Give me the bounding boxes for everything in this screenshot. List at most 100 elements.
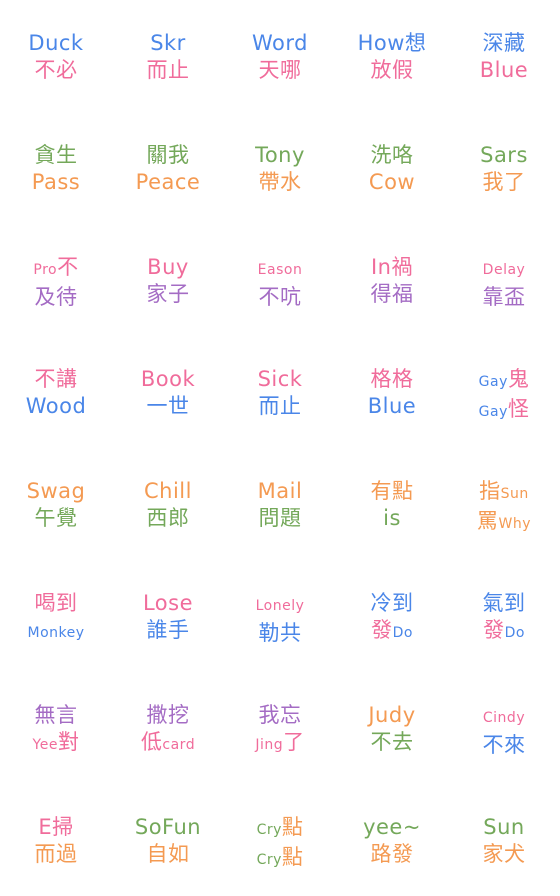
sticker-cell[interactable]: 深藏 Blue bbox=[448, 0, 560, 112]
sticker-cell[interactable]: Sun 家犬 bbox=[448, 784, 560, 896]
sticker-text: 及待 bbox=[34, 285, 78, 309]
sticker-text: SoFun bbox=[134, 815, 202, 839]
sticker-text: Sars bbox=[480, 143, 528, 167]
sticker-bottom-line: 帶水 bbox=[259, 169, 302, 196]
sticker-cell[interactable]: 關我 Peace bbox=[112, 112, 224, 224]
sticker-cell[interactable]: Sick 而止 bbox=[224, 336, 336, 448]
sticker-cell[interactable]: Eason 不吭 bbox=[224, 224, 336, 336]
sticker-bottom-line: Wood bbox=[26, 393, 87, 420]
sticker-text: 不必 bbox=[34, 58, 78, 82]
sticker-bottom-line: 家子 bbox=[147, 281, 190, 308]
sticker-cell[interactable]: E掃 而過 bbox=[0, 784, 112, 896]
sticker-top-line: 不講 bbox=[35, 366, 78, 393]
sticker-top-line: Cry點 bbox=[257, 814, 304, 844]
sticker-cell[interactable]: Cry點 Cry點 bbox=[224, 784, 336, 896]
sticker-bottom-line: 靠盃 bbox=[483, 284, 526, 311]
sticker-cell[interactable]: Sars 我了 bbox=[448, 112, 560, 224]
sticker-cell[interactable]: Buy 家子 bbox=[112, 224, 224, 336]
sticker-top-line: Cindy bbox=[483, 702, 525, 732]
sticker-cell[interactable]: Delay 靠盃 bbox=[448, 224, 560, 336]
sticker-text: 冷到 bbox=[370, 591, 414, 615]
sticker-bottom-line: 罵Why bbox=[477, 508, 531, 538]
sticker-text: 罵 bbox=[476, 509, 499, 533]
sticker-cell[interactable]: SoFun 自如 bbox=[112, 784, 224, 896]
sticker-text: Cry bbox=[256, 852, 282, 868]
sticker-top-line: Pro不 bbox=[33, 254, 78, 284]
sticker-text: 低 bbox=[140, 730, 163, 754]
sticker-cell[interactable]: Lonely 勒共 bbox=[224, 560, 336, 672]
sticker-text: Word bbox=[252, 31, 308, 55]
sticker-text: 而止 bbox=[258, 394, 302, 418]
sticker-text: Chill bbox=[144, 479, 192, 503]
sticker-cell[interactable]: Skr 而止 bbox=[112, 0, 224, 112]
sticker-text: Delay bbox=[482, 262, 526, 278]
sticker-text: Cow bbox=[368, 170, 416, 194]
sticker-cell[interactable]: Lose 誰手 bbox=[112, 560, 224, 672]
sticker-top-line: Duck bbox=[28, 30, 83, 57]
sticker-cell[interactable]: 喝到 Monkey bbox=[0, 560, 112, 672]
sticker-top-line: Chill bbox=[144, 478, 192, 505]
sticker-top-line: Eason bbox=[258, 254, 303, 284]
sticker-text: Gay bbox=[478, 374, 508, 390]
sticker-bottom-line: Pass bbox=[32, 169, 80, 196]
sticker-cell[interactable]: Book 一世 bbox=[112, 336, 224, 448]
sticker-cell[interactable]: 無言 Yee對 bbox=[0, 672, 112, 784]
sticker-bottom-line: Yee對 bbox=[33, 729, 80, 759]
sticker-cell[interactable]: Pro不 及待 bbox=[0, 224, 112, 336]
sticker-text: 一世 bbox=[146, 394, 190, 418]
sticker-cell[interactable]: Cindy 不來 bbox=[448, 672, 560, 784]
sticker-cell[interactable]: 貪生 Pass bbox=[0, 112, 112, 224]
sticker-text: 天哪 bbox=[258, 58, 302, 82]
sticker-cell[interactable]: Judy 不去 bbox=[336, 672, 448, 784]
sticker-text: 家犬 bbox=[482, 842, 526, 866]
sticker-bottom-line: 而止 bbox=[147, 57, 190, 84]
sticker-text: In禍 bbox=[370, 255, 413, 279]
sticker-text: Blue bbox=[367, 394, 417, 418]
sticker-bottom-line: 而止 bbox=[259, 393, 302, 420]
sticker-text: Cindy bbox=[482, 710, 526, 726]
sticker-cell[interactable]: 指Sun 罵Why bbox=[448, 448, 560, 560]
sticker-cell[interactable]: 格格 Blue bbox=[336, 336, 448, 448]
sticker-cell[interactable]: Duck 不必 bbox=[0, 0, 112, 112]
sticker-top-line: 格格 bbox=[371, 366, 414, 393]
sticker-bottom-line: 家犬 bbox=[483, 841, 526, 868]
sticker-text: 不 bbox=[57, 255, 79, 279]
sticker-text: Buy bbox=[147, 255, 189, 279]
sticker-text: 而止 bbox=[146, 58, 190, 82]
sticker-cell[interactable]: Word 天哪 bbox=[224, 0, 336, 112]
sticker-text: is bbox=[383, 506, 401, 530]
sticker-text: E掃 bbox=[38, 815, 74, 839]
sticker-text: 我了 bbox=[482, 170, 526, 194]
sticker-cell[interactable]: How想 放假 bbox=[336, 0, 448, 112]
sticker-cell[interactable]: In禍 得福 bbox=[336, 224, 448, 336]
sticker-text: Sun bbox=[483, 815, 525, 839]
sticker-text: Do bbox=[392, 625, 413, 641]
sticker-cell[interactable]: 冷到發Do bbox=[336, 560, 448, 672]
sticker-top-line: 喝到 bbox=[35, 590, 78, 617]
sticker-cell[interactable]: 洗咯 Cow bbox=[336, 112, 448, 224]
sticker-bottom-line: Monkey bbox=[27, 617, 84, 647]
sticker-text: 路發 bbox=[370, 842, 414, 866]
sticker-text: Tony bbox=[255, 143, 305, 167]
sticker-top-line: In禍 bbox=[371, 254, 413, 281]
sticker-text: 發 bbox=[371, 618, 393, 642]
sticker-cell[interactable]: 不講 Wood bbox=[0, 336, 112, 448]
sticker-cell[interactable]: Mail 問題 bbox=[224, 448, 336, 560]
sticker-cell[interactable]: 撒挖 低card bbox=[112, 672, 224, 784]
sticker-text: Why bbox=[498, 516, 531, 532]
sticker-text: 格格 bbox=[370, 367, 414, 391]
sticker-bottom-line: 不去 bbox=[371, 729, 414, 756]
sticker-cell[interactable]: 我忘 Jing了 bbox=[224, 672, 336, 784]
sticker-text: Do bbox=[504, 625, 525, 641]
sticker-cell[interactable]: yee~ 路發 bbox=[336, 784, 448, 896]
sticker-bottom-line: 路發 bbox=[371, 841, 414, 868]
sticker-text: 洗咯 bbox=[370, 143, 414, 167]
sticker-cell[interactable]: Tony 帶水 bbox=[224, 112, 336, 224]
sticker-top-line: Swag bbox=[27, 478, 86, 505]
sticker-cell[interactable]: 有點 is bbox=[336, 448, 448, 560]
sticker-cell[interactable]: 氣到 發Do bbox=[448, 560, 560, 672]
sticker-bottom-line: 我了 bbox=[483, 169, 526, 196]
sticker-cell[interactable]: Swag 午覺 bbox=[0, 448, 112, 560]
sticker-cell[interactable]: Gay鬼 Gay怪 bbox=[448, 336, 560, 448]
sticker-cell[interactable]: Chill 西郎 bbox=[112, 448, 224, 560]
